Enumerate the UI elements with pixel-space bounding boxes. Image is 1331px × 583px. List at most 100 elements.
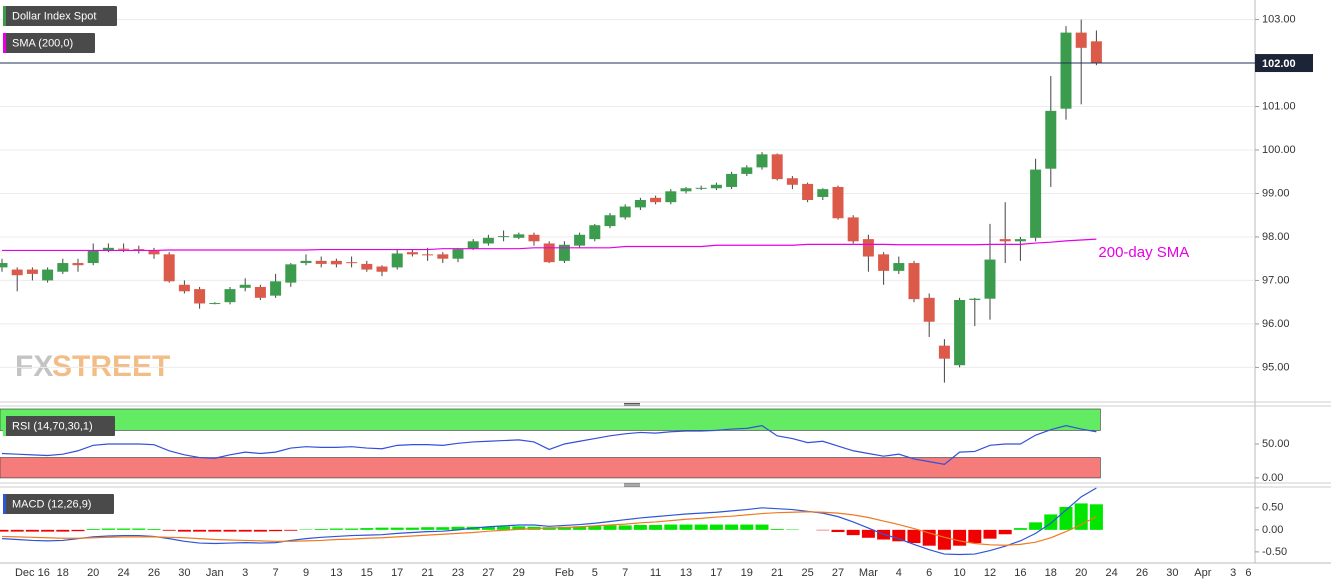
candle-body [969,298,981,300]
y-tick-label: 96.00 [1262,318,1290,330]
x-tick-label: 20 [87,567,99,579]
histogram-bar [177,529,191,532]
x-tick-label: Mar [859,567,878,579]
candle-body [741,167,753,174]
histogram-bar [314,528,328,530]
legend-label: SMA (200,0) [12,37,73,49]
histogram-bar [10,529,24,532]
histogram-bar [831,529,845,533]
legend-label: Dollar Index Spot [12,10,96,22]
x-tick-label: 15 [361,567,373,579]
x-tick-label: 13 [680,567,692,579]
x-tick-label: Dec 16 [15,567,50,579]
legend-box [3,33,95,53]
histogram-bar [345,528,359,530]
x-tick-label: 21 [421,567,433,579]
legend-label: MACD (12,26,9) [12,498,91,510]
x-tick-label: 29 [513,567,525,579]
histogram-bar [360,528,374,530]
histogram-bar [481,526,495,530]
x-tick-label: 5 [592,567,598,579]
candle-body [498,236,510,238]
x-tick-label: 12 [984,567,996,579]
x-tick-label: 19 [741,567,753,579]
candle-body [11,269,23,276]
x-tick-label: 25 [801,567,813,579]
histogram-bar [117,528,131,530]
candle-body [984,259,996,299]
x-tick-label: 23 [452,567,464,579]
candle-body [118,248,130,250]
candle-body [680,188,692,192]
candle-body [604,215,616,227]
histogram-bar [497,526,511,530]
x-tick-label: Feb [555,567,574,579]
candle-body [1075,32,1087,48]
candle-body [300,260,312,264]
candle-body [376,266,388,272]
legend-marker [3,416,6,436]
x-tick-label: 11 [650,567,661,579]
histogram-bar [208,529,222,532]
histogram-bar [223,529,237,532]
histogram-bar [618,525,632,530]
candle-body [315,260,327,264]
x-tick-label: 30 [1166,567,1178,579]
x-tick-label: 27 [832,567,844,579]
candle-body [756,154,768,168]
candle-body [908,263,920,300]
sma-line [2,238,1097,252]
histogram-bar [284,529,298,531]
candle-body [1014,239,1026,242]
candle-body [923,297,935,322]
histogram-bar [740,524,754,530]
x-tick-label: 17 [391,567,403,579]
x-tick-label: 6 [1245,567,1251,579]
candle-body [194,289,206,304]
histogram-bar [25,529,39,532]
histogram-bar [861,529,875,538]
candle-body [999,239,1011,242]
histogram-bar [694,524,708,530]
candle-body [102,247,114,250]
candle-body [862,239,874,257]
x-tick-label: 18 [57,567,69,579]
y-tick-label: 0.50 [1262,502,1283,514]
watermark-fx: FX [15,350,53,383]
candle-body [832,186,844,219]
legend-label: RSI (14,70,30,1) [12,420,93,432]
candle-body [726,173,738,187]
sma-annotation: 200-day SMA [1098,244,1189,261]
candle-body [148,250,160,255]
histogram-bar [41,529,55,532]
x-tick-label: 16 [1014,567,1026,579]
legend-marker [3,33,6,53]
histogram-bar [56,529,70,532]
x-tick-label: Apr [1194,567,1211,579]
overbought-zone [0,408,1101,431]
candle-body [528,234,540,242]
candle-body [361,263,373,270]
candle-body [893,263,905,271]
histogram-bar [709,524,723,530]
y-tick-label: -0.50 [1262,546,1287,558]
x-tick-label: 18 [1045,567,1057,579]
candle-body [482,237,494,244]
candle-body [634,200,646,208]
histogram-bar [907,529,921,544]
candle-body [57,263,69,272]
candle-body [619,206,631,218]
histogram-bar [132,528,146,530]
candle-body [133,249,145,251]
last-price-label: 102.00 [1262,58,1296,70]
macd-line [1,511,1097,546]
y-tick-label: 0.00 [1262,472,1283,484]
candle-body [467,241,479,249]
histogram-bar [1044,514,1058,530]
histogram-bar [253,529,267,532]
candle-body [589,225,601,240]
y-tick-label: 95.00 [1262,361,1290,373]
legend-marker [3,494,6,514]
